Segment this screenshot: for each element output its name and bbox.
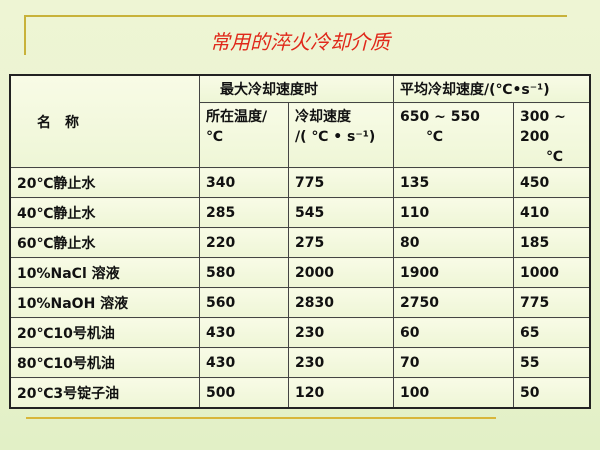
cell-value: 430	[199, 317, 289, 348]
header-rate-line1: 冷却速度	[295, 109, 351, 125]
cell-medium-name: 40℃静止水	[9, 197, 200, 228]
cell-value: 110	[393, 197, 514, 228]
table-row: 80℃10号机油 430 230 70 55	[9, 347, 591, 378]
header-temp-line1: 所在温度/	[206, 109, 268, 125]
slide-title: 常用的淬火冷却介质	[210, 30, 390, 54]
table-row: 20℃3号锭子油 500 120 100 50	[9, 377, 591, 409]
header-temp: 所在温度/ ℃	[199, 102, 289, 168]
cell-value: 775	[288, 167, 394, 198]
header-300-200: 300 ~ 200 ℃	[513, 102, 591, 168]
header-650-550: 650 ~ 550 ℃	[393, 102, 514, 168]
header-name: 名 称	[9, 74, 200, 168]
cell-medium-name: 60℃静止水	[9, 227, 200, 258]
cell-value: 580	[199, 257, 289, 288]
table-row: 60℃静止水 220 275 80 185	[9, 227, 591, 258]
cell-value: 230	[288, 347, 394, 378]
header-300-line2: ℃	[546, 149, 563, 165]
cell-value: 55	[513, 347, 591, 378]
cell-value: 560	[199, 287, 289, 318]
cell-value: 430	[199, 347, 289, 378]
cell-value: 450	[513, 167, 591, 198]
title-rule	[24, 15, 567, 17]
header-row-1: 名 称 最大冷却速度时 平均冷却速度/(℃•s⁻¹)	[9, 74, 591, 168]
cell-value: 80	[393, 227, 514, 258]
table-row: 20℃10号机油 430 230 60 65	[9, 317, 591, 348]
cell-value: 545	[288, 197, 394, 228]
cell-value: 2000	[288, 257, 394, 288]
cell-value: 60	[393, 317, 514, 348]
header-rate: 冷却速度 /( ℃ • s⁻¹)	[288, 102, 394, 168]
cell-value: 275	[288, 227, 394, 258]
cell-medium-name: 10%NaCl 溶液	[9, 257, 200, 288]
cell-value: 2750	[393, 287, 514, 318]
cell-medium-name: 80℃10号机油	[9, 347, 200, 378]
cell-value: 775	[513, 287, 591, 318]
cell-value: 2830	[288, 287, 394, 318]
cell-value: 1900	[393, 257, 514, 288]
cell-value: 100	[393, 377, 514, 409]
header-temp-line2: ℃	[206, 129, 223, 145]
cell-value: 50	[513, 377, 591, 409]
table-row: 10%NaOH 溶液 560 2830 2750 775	[9, 287, 591, 318]
header-row-2: 所在温度/ ℃ 冷却速度 /( ℃ • s⁻¹) 650 ~ 550 ℃ 300 ~ …	[10, 102, 591, 168]
cell-value: 500	[199, 377, 289, 409]
table-row: 20℃静止水 340 775 135 450	[9, 167, 591, 198]
title-side-rule	[24, 15, 26, 55]
cell-value: 185	[513, 227, 591, 258]
header-650-line1: 650 ~ 550	[400, 109, 480, 125]
cell-value: 285	[199, 197, 289, 228]
cell-medium-name: 20℃10号机油	[9, 317, 200, 348]
cell-value: 70	[393, 347, 514, 378]
header-300-line1: 300 ~ 200	[520, 109, 566, 145]
cell-value: 410	[513, 197, 591, 228]
table-row: 10%NaCl 溶液 580 2000 1900 1000	[9, 257, 591, 288]
header-group-avg: 平均冷却速度/(℃•s⁻¹)	[393, 74, 591, 103]
cell-value: 120	[288, 377, 394, 409]
header-rate-line2: /( ℃ • s⁻¹)	[295, 129, 376, 145]
header-group-max: 最大冷却速度时	[199, 74, 394, 103]
quench-media-table: 名 称 最大冷却速度时 平均冷却速度/(℃•s⁻¹) 所在温度/ ℃ 冷却速度 /(…	[9, 74, 591, 409]
header-650-line2: ℃	[426, 129, 443, 145]
footer-rule	[26, 417, 496, 419]
cell-value: 135	[393, 167, 514, 198]
cell-value: 1000	[513, 257, 591, 288]
cell-value: 230	[288, 317, 394, 348]
cell-medium-name: 20℃静止水	[9, 167, 200, 198]
cell-value: 220	[199, 227, 289, 258]
cell-value: 65	[513, 317, 591, 348]
table-row: 40℃静止水 285 545 110 410	[9, 197, 591, 228]
cell-medium-name: 20℃3号锭子油	[9, 377, 200, 409]
cell-medium-name: 10%NaOH 溶液	[9, 287, 200, 318]
cell-value: 340	[199, 167, 289, 198]
